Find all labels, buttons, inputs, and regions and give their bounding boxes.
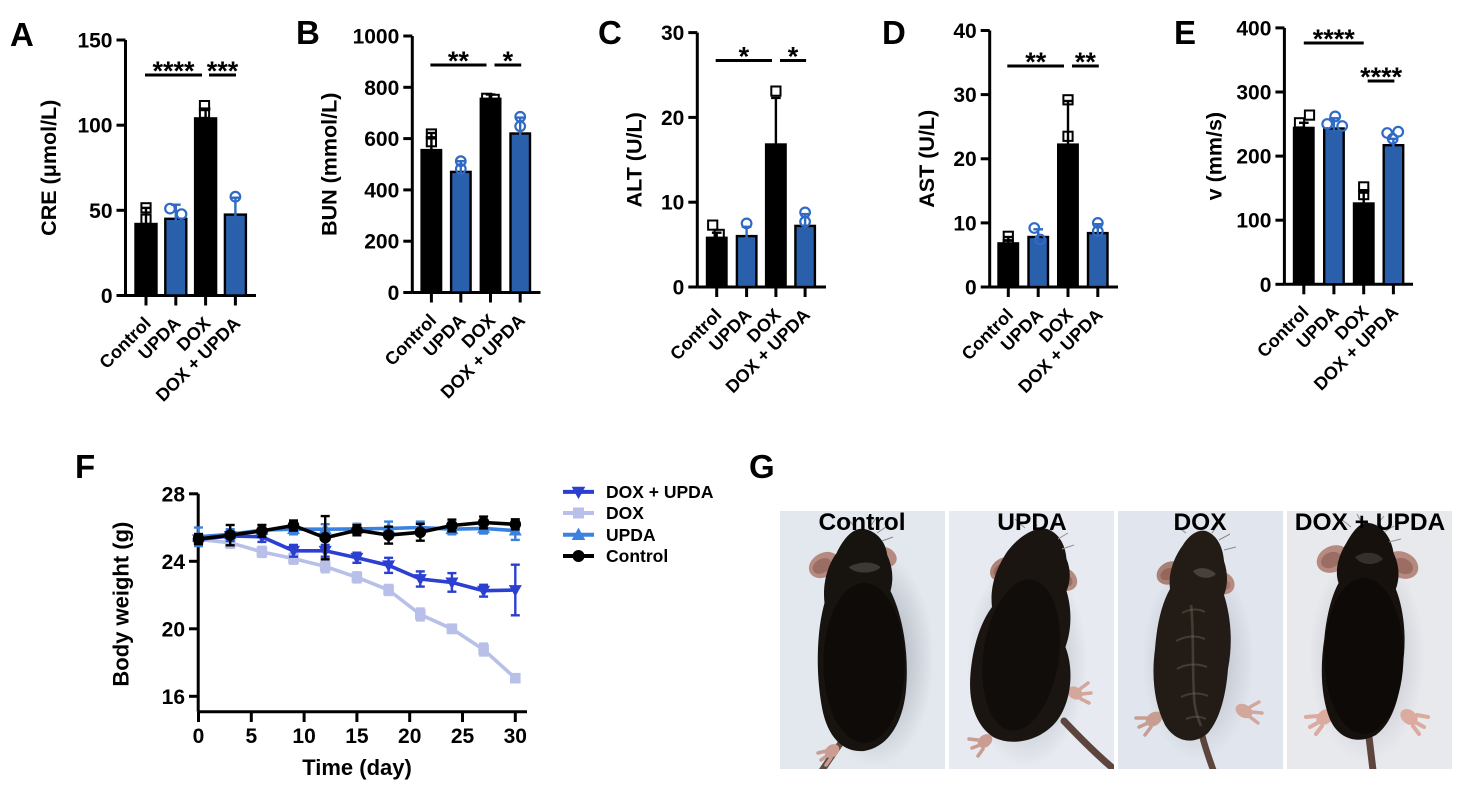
svg-text:E: E	[1174, 14, 1196, 51]
svg-text:DOX: DOX	[606, 503, 644, 523]
svg-text:28: 28	[162, 483, 186, 506]
svg-text:A: A	[10, 16, 34, 53]
svg-text:0: 0	[965, 277, 977, 300]
svg-text:100: 100	[77, 115, 112, 138]
svg-text:DOX + UPDA: DOX + UPDA	[1295, 509, 1446, 536]
svg-text:0: 0	[1260, 274, 1272, 297]
svg-text:AST (U/L): AST (U/L)	[915, 110, 939, 208]
svg-text:200: 200	[364, 231, 399, 254]
svg-text:****: ****	[1360, 62, 1403, 92]
svg-text:400: 400	[1236, 17, 1271, 40]
svg-text:800: 800	[364, 77, 399, 100]
svg-text:24: 24	[162, 551, 186, 574]
svg-text:v (mm/s): v (mm/s)	[1203, 112, 1227, 200]
svg-text:10: 10	[661, 192, 684, 215]
svg-text:200: 200	[1236, 146, 1271, 169]
svg-text:B: B	[296, 14, 320, 51]
svg-text:5: 5	[245, 725, 257, 748]
svg-text:600: 600	[364, 128, 399, 151]
svg-text:Control: Control	[818, 509, 905, 536]
svg-text:Body weight (g): Body weight (g)	[108, 522, 133, 687]
svg-text:0: 0	[101, 285, 113, 308]
svg-text:**: **	[448, 46, 470, 76]
svg-text:CRE (μmol/L): CRE (μmol/L)	[37, 100, 61, 236]
svg-text:30: 30	[504, 725, 527, 748]
svg-text:*: *	[788, 42, 799, 72]
svg-text:15: 15	[345, 725, 369, 748]
svg-text:1000: 1000	[353, 26, 400, 49]
svg-text:16: 16	[162, 686, 185, 709]
svg-text:25: 25	[451, 725, 475, 748]
svg-text:F: F	[75, 448, 95, 485]
svg-text:C: C	[598, 14, 622, 51]
svg-text:0: 0	[388, 282, 400, 305]
svg-text:*: *	[739, 42, 750, 72]
svg-text:****: ****	[1313, 24, 1356, 54]
svg-text:G: G	[749, 448, 775, 485]
svg-text:***: ***	[207, 56, 239, 86]
svg-text:Control: Control	[606, 546, 668, 566]
svg-text:D: D	[882, 14, 906, 51]
svg-text:DOX: DOX	[1173, 509, 1227, 536]
svg-text:**: **	[1025, 47, 1047, 77]
svg-text:100: 100	[1236, 210, 1271, 233]
svg-text:30: 30	[953, 84, 976, 107]
svg-text:0: 0	[193, 725, 205, 748]
svg-text:ALT (U/L): ALT (U/L)	[623, 112, 647, 207]
svg-text:DOX + UPDA: DOX + UPDA	[606, 482, 714, 502]
svg-text:20: 20	[661, 107, 684, 130]
svg-text:300: 300	[1236, 82, 1271, 105]
svg-text:10: 10	[292, 725, 315, 748]
svg-text:20: 20	[162, 618, 185, 641]
svg-text:30: 30	[661, 22, 684, 45]
svg-text:400: 400	[364, 179, 399, 202]
svg-text:*: *	[503, 46, 514, 76]
svg-text:Time (day): Time (day)	[302, 755, 412, 780]
svg-text:**: **	[1075, 47, 1097, 77]
svg-text:0: 0	[673, 277, 685, 300]
svg-text:50: 50	[89, 200, 112, 223]
svg-text:UPDA: UPDA	[997, 509, 1067, 536]
svg-text:BUN (mmol/L): BUN (mmol/L)	[318, 93, 342, 236]
svg-text:150: 150	[77, 30, 112, 53]
svg-text:40: 40	[953, 20, 976, 43]
svg-text:UPDA: UPDA	[606, 525, 656, 545]
svg-text:20: 20	[953, 148, 976, 171]
svg-text:****: ****	[152, 56, 195, 86]
svg-text:20: 20	[398, 725, 421, 748]
svg-text:10: 10	[953, 212, 976, 235]
